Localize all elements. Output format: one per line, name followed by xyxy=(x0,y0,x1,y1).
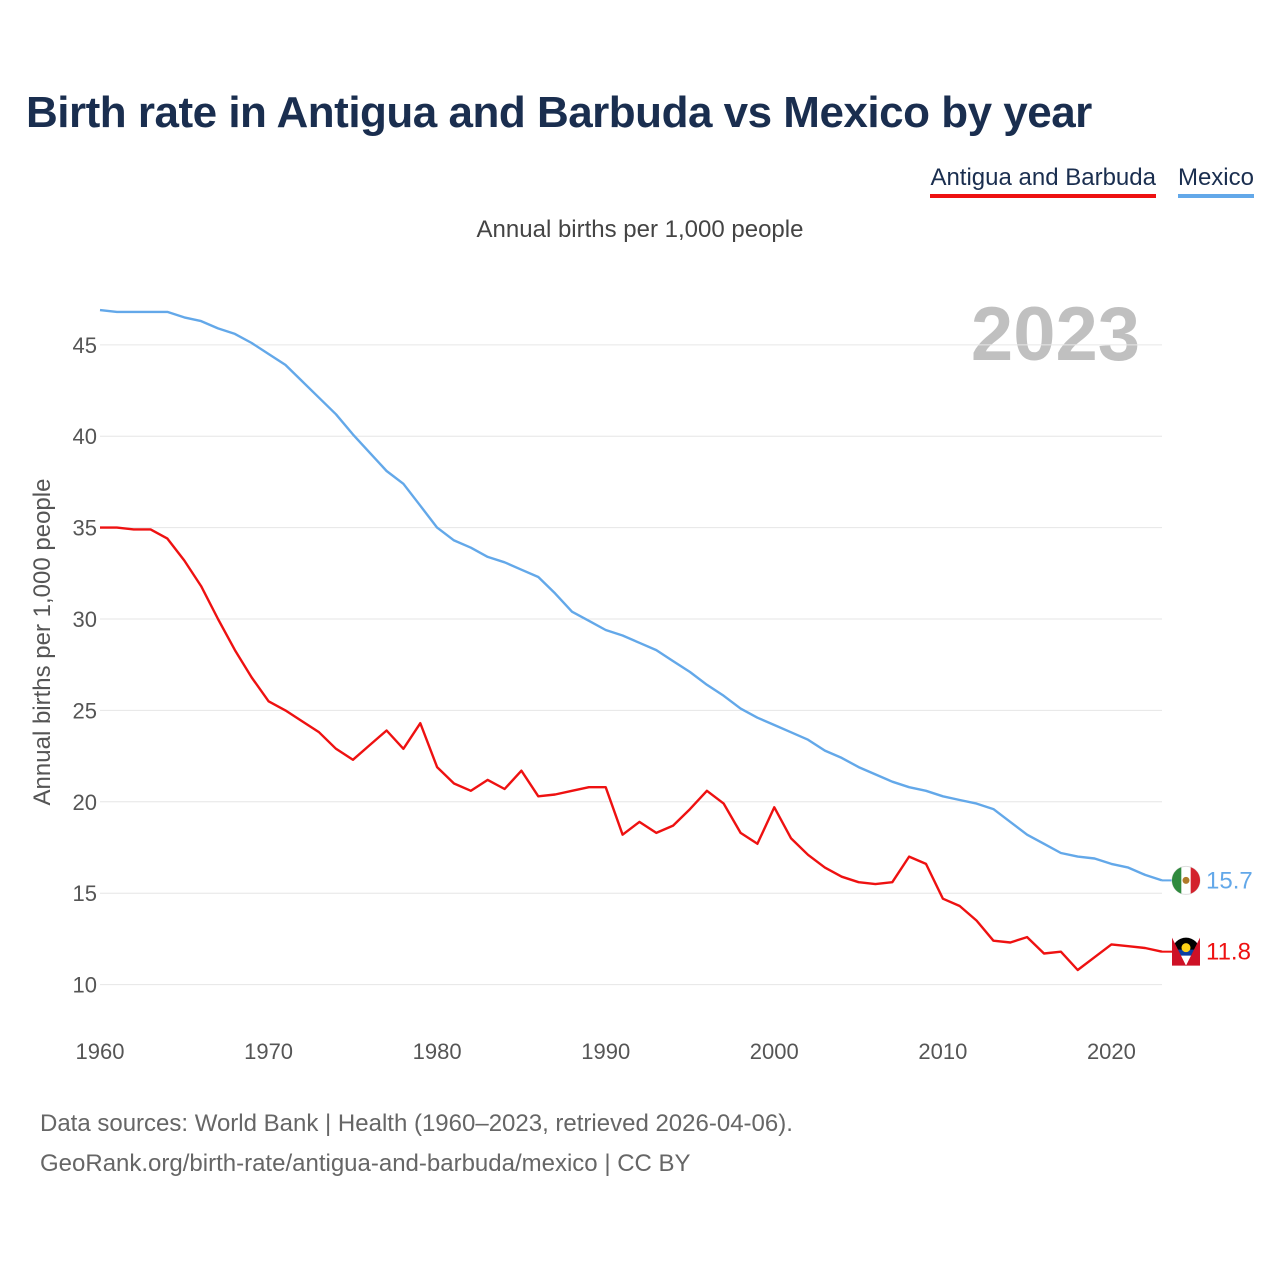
legend: Antigua and Barbuda Mexico xyxy=(930,164,1254,198)
x-tick-label-1980: 1980 xyxy=(413,1039,462,1064)
y-tick-label-15: 15 xyxy=(73,881,97,906)
x-tick-label-1960: 1960 xyxy=(76,1039,125,1064)
legend-item-antigua[interactable]: Antigua and Barbuda xyxy=(930,164,1156,198)
series-line-mexico xyxy=(99,308,1163,882)
end-value-label-mexico: 15.7 xyxy=(1206,867,1253,894)
y-tick-label-25: 25 xyxy=(73,698,97,723)
y-tick-label-40: 40 xyxy=(73,424,97,449)
y-tick-label-20: 20 xyxy=(73,790,97,815)
flag-mexico-icon xyxy=(1171,865,1201,895)
end-value-label-antigua: 11.8 xyxy=(1206,939,1251,966)
legend-item-mexico[interactable]: Mexico xyxy=(1177,164,1254,198)
y-tick-label-10: 10 xyxy=(73,973,97,998)
footer-sources: Data sources: World Bank | Health (1960–… xyxy=(40,1110,793,1137)
y-tick-label-35: 35 xyxy=(73,516,97,541)
footer-link[interactable]: GeoRank.org/birth-rate/antigua-and-barbu… xyxy=(40,1150,691,1177)
y-axis-label: Annual births per 1,000 people xyxy=(29,479,56,806)
flag-antigua-icon xyxy=(1172,937,1200,966)
x-tick-label-2020: 2020 xyxy=(1087,1039,1136,1064)
x-tick-label-1990: 1990 xyxy=(581,1039,630,1064)
y-tick-label-45: 45 xyxy=(73,333,97,358)
chart-title: Birth rate in Antigua and Barbuda vs Mex… xyxy=(26,88,1092,137)
x-tick-label-2000: 2000 xyxy=(750,1039,799,1064)
x-tick-label-2010: 2010 xyxy=(918,1039,967,1064)
series-line-antigua xyxy=(100,526,1163,972)
year-watermark: 2023 xyxy=(971,292,1140,377)
y-tick-label-30: 30 xyxy=(73,607,97,632)
x-tick-label-1970: 1970 xyxy=(244,1039,293,1064)
footer: Data sources: World Bank | Health (1960–… xyxy=(40,1104,793,1184)
chart-subtitle: Annual births per 1,000 people xyxy=(476,216,804,243)
